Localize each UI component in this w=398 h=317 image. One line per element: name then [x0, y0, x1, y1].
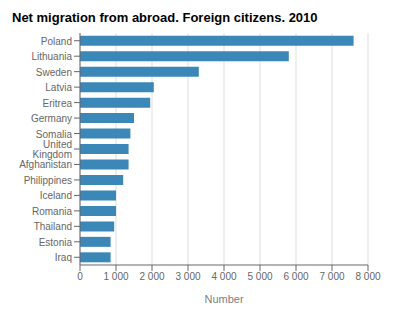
svg-text:Estonia: Estonia	[39, 236, 73, 247]
svg-text:Sweden: Sweden	[36, 66, 72, 77]
svg-text:Latvia: Latvia	[45, 82, 72, 93]
svg-text:Thailand: Thailand	[34, 221, 72, 232]
svg-text:Lithuania: Lithuania	[31, 51, 72, 62]
svg-text:Iceland: Iceland	[40, 190, 72, 201]
svg-text:UnitedKingdom: UnitedKingdom	[33, 139, 72, 160]
svg-text:1 000: 1 000	[103, 271, 128, 282]
svg-text:Eritrea: Eritrea	[43, 97, 73, 108]
svg-text:4 000: 4 000	[211, 271, 236, 282]
svg-text:2 000: 2 000	[139, 271, 164, 282]
svg-text:Somalia: Somalia	[36, 128, 73, 139]
svg-text:Poland: Poland	[41, 35, 72, 46]
svg-text:8 000: 8 000	[355, 271, 380, 282]
svg-text:Afghanistan: Afghanistan	[19, 159, 72, 170]
svg-text:0: 0	[77, 271, 83, 282]
svg-text:3 000: 3 000	[175, 271, 200, 282]
svg-text:7 000: 7 000	[319, 271, 344, 282]
svg-text:5 000: 5 000	[247, 271, 272, 282]
html-text:Net migration from abroad. For: Net migration from abroad. Foreign citiz…	[12, 10, 318, 25]
svg-text:6 000: 6 000	[283, 271, 308, 282]
svg-text:Number: Number	[204, 293, 243, 305]
svg-text:Germany: Germany	[31, 113, 72, 124]
svg-text:Iraq: Iraq	[55, 252, 72, 263]
svg-text:Philippines: Philippines	[24, 174, 72, 185]
svg-text:Romania: Romania	[32, 205, 72, 216]
